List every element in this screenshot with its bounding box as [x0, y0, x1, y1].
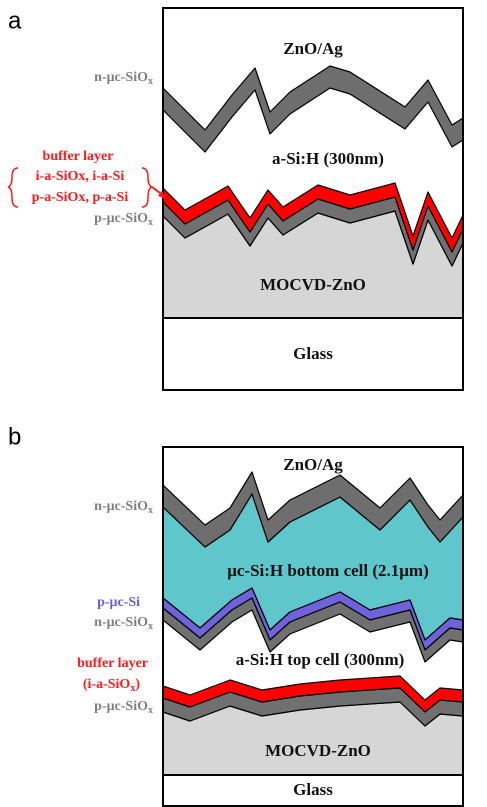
- side-label: n-μc-SiOx: [94, 70, 153, 87]
- side-label: p-a-SiOx, p-a-Si: [32, 190, 129, 205]
- subscript: x: [148, 76, 153, 87]
- region-label: Glass: [293, 344, 333, 363]
- text: ): [135, 677, 140, 692]
- figure: a ZnO/Ag a-Si:H (300nm) MOCVD-ZnO Glass …: [0, 0, 487, 807]
- side-label: n-μc-SiOx: [94, 615, 153, 632]
- text: (i-a-SiO: [83, 677, 131, 692]
- panel-label: a: [8, 7, 22, 34]
- bracket: [8, 168, 18, 207]
- side-label: buffer layer: [77, 656, 148, 671]
- n-layer: [163, 66, 463, 152]
- side-label: (i-a-SiOx): [83, 677, 140, 694]
- region-label: Glass: [293, 780, 333, 799]
- text: n-μc-SiO: [94, 615, 148, 630]
- panel-label: b: [8, 423, 21, 450]
- side-label: n-μc-SiOx: [94, 499, 153, 516]
- subscript: x: [148, 505, 153, 516]
- region-label: MOCVD-ZnO: [260, 275, 366, 294]
- region-label: a-Si:H (300nm): [272, 149, 384, 168]
- subscript: x: [148, 705, 153, 716]
- region-label: ZnO/Ag: [283, 39, 343, 58]
- subscript: x: [148, 621, 153, 632]
- bracket: [142, 168, 152, 207]
- text: n-μc-SiO: [94, 499, 148, 514]
- side-label: i-a-SiOx, i-a-Si: [36, 169, 125, 184]
- side-label: p-μc-Si: [97, 595, 140, 610]
- text: p-μc-SiO: [94, 211, 148, 226]
- text: n-μc-SiO: [94, 70, 148, 85]
- region-label: ZnO/Ag: [283, 455, 343, 474]
- region-label: μc-Si:H bottom cell (2.1μm): [227, 561, 429, 580]
- side-label: buffer layer: [43, 149, 114, 164]
- side-label: p-μc-SiOx: [94, 211, 153, 228]
- region-label: a-Si:H top cell (300nm): [236, 650, 405, 669]
- subscript: x: [148, 217, 153, 228]
- text: p-μc-SiO: [94, 699, 148, 714]
- side-label: p-μc-SiOx: [94, 699, 153, 716]
- region-label: MOCVD-ZnO: [265, 741, 371, 760]
